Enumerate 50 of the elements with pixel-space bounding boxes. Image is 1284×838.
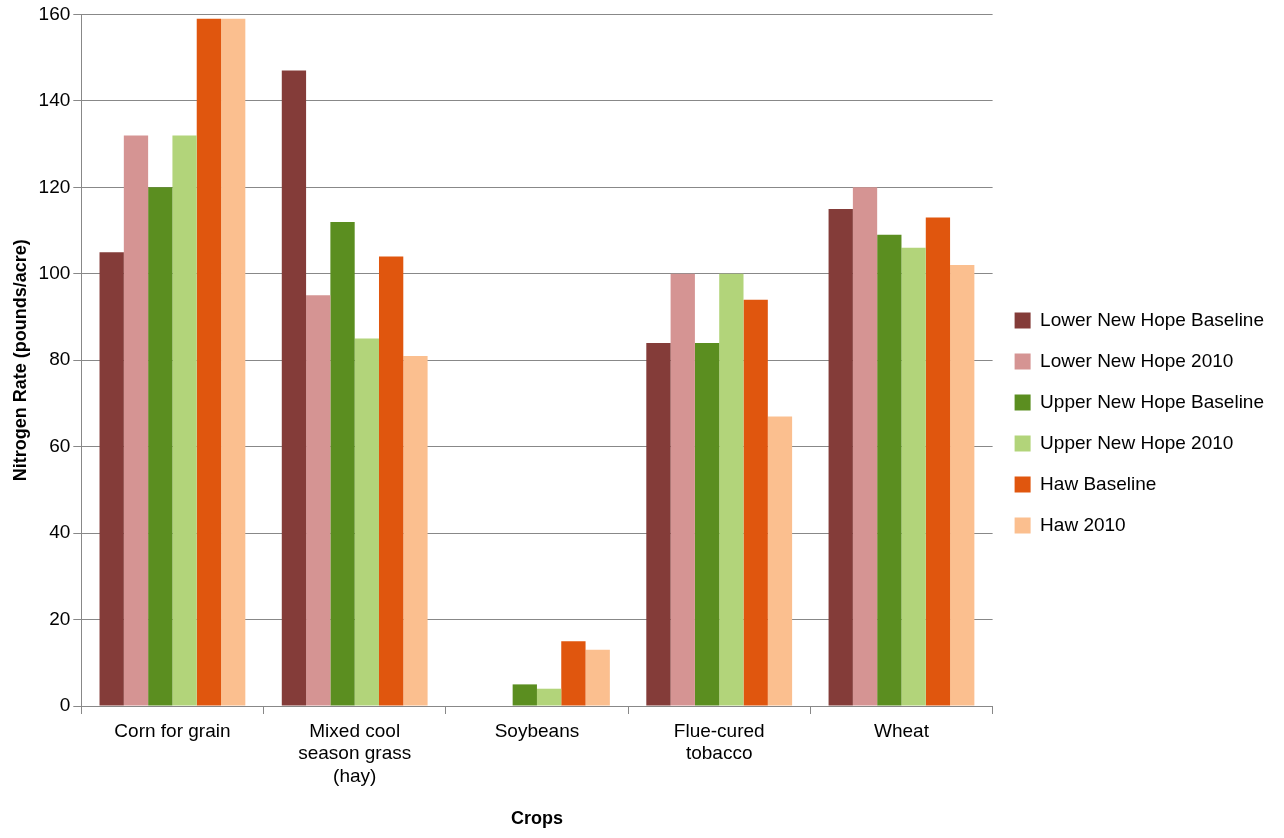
legend-label: Haw 2010 (1040, 513, 1126, 535)
bar (536, 688, 562, 706)
legend-label: Upper New Hope Baseline (1040, 390, 1265, 412)
y-tick-label: 60 (49, 434, 71, 456)
bar (877, 234, 902, 706)
y-tick-label: 40 (49, 521, 71, 543)
x-tick-label: Corn for grain (114, 719, 231, 741)
bar (950, 265, 975, 706)
bar (196, 18, 222, 706)
bar (852, 187, 878, 706)
x-tick-label: Wheat (874, 719, 930, 741)
bar (925, 217, 951, 706)
bar (743, 299, 768, 706)
y-tick-label: 140 (38, 89, 71, 111)
bar (148, 187, 173, 706)
bar (670, 273, 695, 706)
bar (354, 338, 379, 706)
bar (221, 18, 246, 706)
y-tick-label: 100 (38, 261, 71, 283)
bar (378, 256, 404, 706)
y-axis-title: Nitrogen Rate (pounds/acre) (9, 239, 30, 482)
bar (828, 208, 853, 706)
y-tick-label: 20 (49, 607, 71, 629)
bar (123, 135, 149, 706)
bar (403, 355, 428, 706)
bar (172, 135, 197, 706)
x-tick-label: Mixed cool season grass (hay) (298, 719, 412, 787)
bar (99, 252, 124, 706)
bar (512, 684, 537, 706)
y-tick-label: 80 (49, 348, 71, 370)
bar (767, 416, 793, 706)
bar (901, 247, 926, 706)
y-tick-label: 0 (59, 694, 71, 716)
legend-label: Upper New Hope 2010 (1040, 431, 1234, 453)
legend-label: Lower New Hope 2010 (1040, 349, 1234, 371)
bar (306, 295, 331, 706)
x-tick-label: Soybeans (494, 719, 580, 741)
x-tick-label: Flue-cured tobacco (673, 719, 765, 764)
y-tick-label: 120 (38, 175, 71, 197)
bar (719, 273, 744, 706)
legend-label: Lower New Hope Baseline (1040, 308, 1265, 330)
bar (561, 641, 586, 706)
bar (281, 70, 307, 706)
bar (585, 649, 610, 706)
bar (694, 342, 720, 706)
x-axis-title: Crops (510, 808, 563, 829)
y-tick-label: 160 (38, 2, 71, 24)
bar (330, 221, 355, 706)
bar (646, 342, 671, 706)
legend-label: Haw Baseline (1040, 472, 1157, 494)
